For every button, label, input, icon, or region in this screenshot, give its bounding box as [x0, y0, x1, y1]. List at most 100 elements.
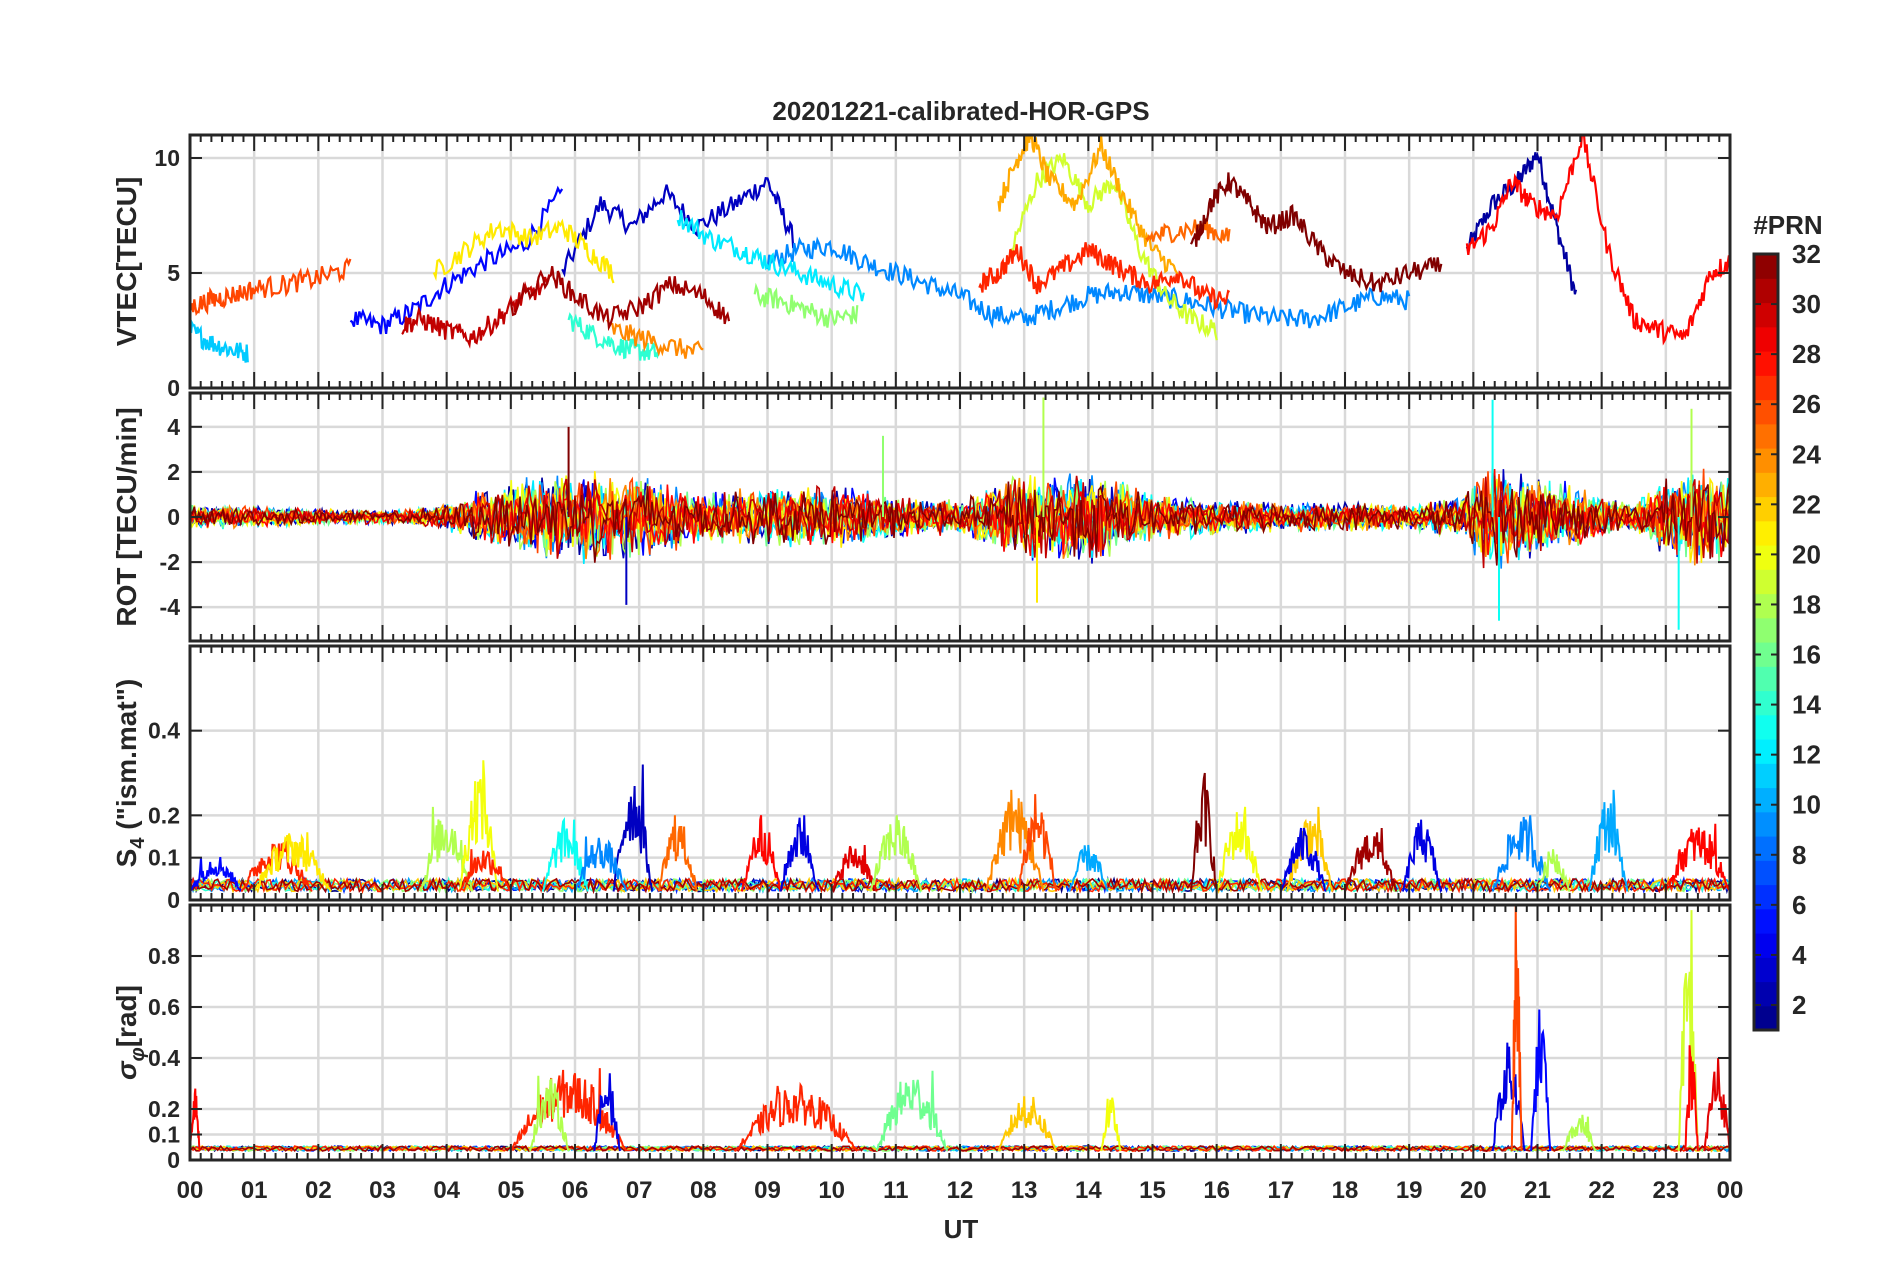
s4-burst-prn-24 [984, 789, 1045, 892]
colorbar-segment [1754, 957, 1778, 983]
colorbar-tick-label: 16 [1792, 640, 1821, 670]
colorbar-segment [1754, 981, 1778, 1007]
y-tick-label: 0 [167, 504, 180, 530]
colorbar-segment [1754, 617, 1778, 643]
y-ticks: 0 5 10 [154, 145, 1730, 401]
vtec-series-prn-9 [766, 236, 1411, 329]
x-ticks [189, 393, 1731, 641]
s4-burst-prn-18 [420, 806, 474, 892]
colorbar-tick-label: 6 [1792, 890, 1806, 920]
colorbar-tick-label: 2 [1792, 990, 1806, 1020]
rot-series-prn-32 [190, 478, 1730, 566]
y-tick-label: -4 [160, 594, 181, 620]
sigma_phi-burst-prn-4 [1491, 1042, 1526, 1152]
vtec-series-prn-25 [1145, 218, 1231, 245]
sigma_phi-burst-prn-29 [1703, 1057, 1730, 1152]
x-axis-labels: 00 01 02 03 04 05 06 07 08 09 10 11 12 13 14 15 16 17 18 19… [177, 1177, 1744, 1204]
x-tick-label: 12 [947, 1177, 974, 1204]
x-tick-label: 04 [433, 1177, 460, 1204]
colorbar-segment [1754, 545, 1778, 570]
grid [190, 135, 1730, 388]
vtec-series-prn-12 [676, 210, 865, 302]
sigma_phi-burst-prn-28 [1684, 1045, 1699, 1152]
vtec-series-prn-2 [1465, 151, 1578, 295]
y-ticks: 0 0.1 0.2 0.4 [148, 718, 1730, 913]
colorbar-tick-label: 8 [1792, 840, 1806, 870]
colorbar-segment [1754, 569, 1778, 595]
colorbar-segment [1754, 351, 1778, 376]
colorbar-segment [1754, 520, 1778, 546]
y-tick-label: 0 [167, 887, 180, 913]
vtec-series-prn-26 [190, 257, 352, 317]
colorbar-tick-label: 12 [1792, 740, 1821, 770]
x-tick-label: 22 [1588, 1177, 1615, 1204]
y-ticks: -4 -2 0 2 4 [160, 414, 1730, 620]
colorbar-segment [1754, 690, 1778, 716]
x-tick-label: 05 [497, 1177, 524, 1204]
y-tick-label: 0.2 [148, 802, 180, 828]
s4-burst-prn-18 [1536, 849, 1571, 892]
s4-burst-prn-3 [612, 764, 653, 892]
s4-burst-prn-31 [1344, 827, 1398, 892]
colorbar-tick-label: 28 [1792, 339, 1821, 369]
s4-burst-prn-13 [541, 816, 589, 892]
colorbar-segment [1754, 278, 1778, 304]
x-tick-label: 03 [369, 1177, 396, 1204]
y-ticks: 00.10.2 0.4 0.6 0.8 [148, 943, 1730, 1173]
colorbar-title: #PRN [1753, 210, 1822, 240]
vtec-series-prn-17 [753, 282, 859, 328]
s4-burst-prn-10 [1068, 844, 1109, 892]
vtec-series-prn-31 [509, 266, 731, 332]
x-tick-label: 23 [1652, 1177, 1679, 1204]
panel-s4: 0 0.1 0.2 0.4S4 ("ism.mat") [111, 644, 1732, 913]
panel-vtec: 0 5 10 VTEC[TECU] [111, 133, 1732, 401]
sigma_phi-burst-prn-20 [1100, 1097, 1122, 1152]
y-tick-label: 0.1 [148, 845, 180, 871]
s4-burst-prn-4 [1401, 819, 1443, 892]
colorbar-tick-label: 4 [1792, 940, 1807, 970]
y-axis-label: ROT [TECU/min] [111, 407, 142, 626]
s4-burst-prn-28 [740, 815, 782, 892]
colorbar-segment [1754, 836, 1778, 861]
colorbar-segment [1754, 254, 1778, 279]
vtec-series-prn-24 [606, 319, 704, 359]
s4-burst-prn-32 [1190, 772, 1218, 892]
colorbar-segment [1754, 908, 1778, 934]
x-tick-label: 15 [1139, 1177, 1166, 1204]
x-tick-label: 18 [1332, 1177, 1359, 1204]
colorbar-segment [1754, 739, 1778, 764]
s4-burst-prn-27 [458, 849, 512, 892]
rot-series-prn-30 [190, 475, 1730, 569]
x-tick-label: 16 [1203, 1177, 1230, 1204]
x-tick-label: 00 [177, 1177, 204, 1204]
colorbar-tick-label: 24 [1792, 439, 1821, 469]
y-tick-label: 4 [167, 414, 180, 440]
vtec-series-prn-21 [432, 218, 615, 284]
s4-burst-prn-29 [830, 844, 878, 892]
colorbar-tick-label: 26 [1792, 389, 1821, 419]
y-tick-label: 0.4 [148, 1045, 180, 1071]
x-ticks [189, 646, 1731, 900]
x-tick-label: 10 [818, 1177, 845, 1204]
sigma_phi-burst-prn-16 [875, 1070, 949, 1152]
sigma_phi-burst-prn-22 [997, 1096, 1058, 1152]
sigma_phi-burst-prn-28 [190, 1088, 201, 1152]
vtec-series-prn-19 [1010, 152, 1218, 341]
colorbar-segment [1754, 933, 1778, 958]
x-tick-label: 20 [1460, 1177, 1487, 1204]
x-tick-label: 00 [1717, 1177, 1744, 1204]
s4-burst-prn-4 [779, 815, 820, 892]
x-tick-label: 17 [1267, 1177, 1294, 1204]
colorbar-tick-label: 14 [1792, 690, 1821, 720]
x-tick-label: 14 [1075, 1177, 1102, 1204]
s4-burst-prn-28 [1664, 823, 1730, 892]
sigma_phi-burst-prn-5 [1530, 1009, 1552, 1152]
colorbar-segment [1754, 787, 1778, 813]
colorbar-tick-label: 22 [1792, 489, 1821, 519]
colorbar-segment [1754, 472, 1778, 498]
x-tick-label: 09 [754, 1177, 781, 1204]
x-tick-label: 11 [883, 1177, 908, 1204]
